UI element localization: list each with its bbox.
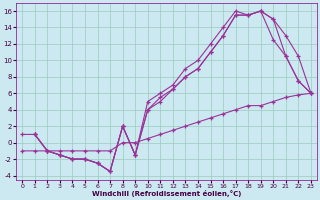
X-axis label: Windchill (Refroidissement éolien,°C): Windchill (Refroidissement éolien,°C) — [92, 190, 241, 197]
